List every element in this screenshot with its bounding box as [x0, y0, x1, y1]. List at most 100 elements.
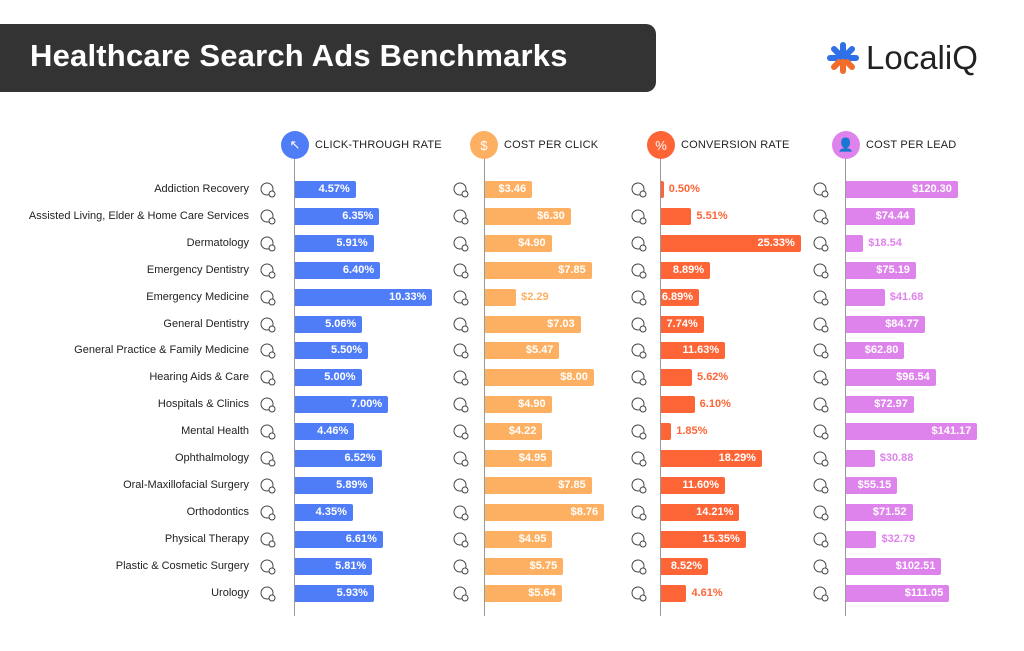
bar-cpl [846, 342, 905, 360]
user-dollar-icon: 👤 [832, 131, 860, 159]
value-label-ctr: 5.06% [325, 317, 357, 330]
bar-cpl [846, 288, 885, 306]
category-label: Hospitals & Clinics [157, 398, 249, 411]
value-label-cpl: $96.54 [896, 371, 930, 384]
kidney-icon [630, 585, 648, 603]
bar-cpl [846, 315, 925, 333]
value-label-ctr: 5.93% [336, 586, 368, 599]
bar-cvr [661, 423, 672, 441]
eye-icon [259, 450, 277, 468]
face-icon [812, 235, 830, 253]
bar-cvr [661, 584, 687, 602]
axis-line [484, 159, 485, 616]
value-label-ctr: 4.35% [315, 505, 347, 518]
tooth-icon [452, 316, 470, 334]
heart-hand-icon [812, 342, 830, 360]
braces-icon [630, 504, 648, 522]
category-label: Physical Therapy [164, 532, 249, 545]
value-label-cpc: $7.03 [547, 317, 575, 330]
value-label-cpl: $41.68 [889, 290, 924, 303]
hospital-icon [452, 396, 470, 414]
value-label-cvr: 5.62% [697, 371, 729, 384]
care-hands-icon [812, 208, 830, 226]
value-label-cpc: $6.30 [537, 209, 565, 222]
scalpel-icon [452, 477, 470, 495]
bar-ctr [295, 261, 381, 279]
bar-cpl [846, 450, 875, 467]
syringe-icon [452, 181, 470, 199]
eye-icon [452, 450, 470, 468]
syringe-icon [812, 181, 830, 199]
percent-icon: % [647, 131, 675, 159]
pill-bottle-icon [812, 289, 830, 307]
bar-cpc [485, 288, 517, 306]
value-label-cpc: $8.00 [560, 371, 588, 384]
bar-ctr [295, 288, 433, 306]
bar-cpl [846, 261, 916, 279]
column-title: COST PER LEAD [866, 139, 957, 151]
category-label: Addiction Recovery [154, 183, 249, 195]
bar-ctr [295, 369, 362, 387]
bar-cpl [846, 503, 913, 521]
value-label-cpl: $30.88 [879, 452, 914, 464]
braces-icon [259, 504, 277, 522]
value-label-cvr: 18.29% [718, 452, 756, 464]
bar-cpc [485, 396, 552, 414]
bar-cvr [661, 396, 695, 414]
bar-ctr [295, 530, 383, 548]
value-label-ctr: 4.57% [318, 183, 350, 195]
bar-cpl [846, 369, 936, 387]
category-label: General Dentistry [163, 317, 249, 330]
bar-cpl [846, 476, 898, 494]
bar-cpc [485, 181, 533, 198]
bar-cpl [846, 557, 942, 575]
heart-hand-icon [259, 342, 277, 360]
value-label-ctr: 6.52% [344, 452, 376, 464]
ear-icon [630, 369, 648, 387]
value-label-ctr: 5.91% [336, 236, 368, 249]
tooth-cross-icon [630, 262, 648, 280]
value-label-cpc: $4.95 [518, 452, 547, 464]
syringe-icon [630, 181, 648, 199]
category-label: Orthodontics [186, 505, 249, 518]
category-label: Ophthalmology [175, 452, 249, 464]
ear-icon [259, 369, 277, 387]
value-label-cvr: 14.21% [696, 505, 734, 518]
tooth-icon [630, 316, 648, 334]
value-label-cvr: 8.52% [670, 559, 703, 572]
bar-ctr [295, 234, 374, 252]
bar-ctr [295, 315, 363, 333]
bar-cpc [485, 423, 543, 441]
value-label-cpc: $4.95 [518, 532, 547, 545]
value-label-cpl: $18.54 [868, 236, 902, 249]
localiq-star-icon [827, 42, 859, 74]
braces-icon [812, 504, 830, 522]
bar-cpl [846, 181, 958, 198]
bar-cvr [661, 207, 692, 225]
column-header-cpc: $ COST PER CLICK [470, 131, 598, 159]
axis-line [845, 159, 846, 616]
column-title: CLICK-THROUGH RATE [315, 139, 442, 151]
head-heart-icon [259, 423, 277, 441]
syringe-icon [452, 558, 470, 576]
bar-cpc [485, 315, 581, 333]
axis-line [660, 159, 661, 616]
tooth-icon [812, 316, 830, 334]
bar-cpl [846, 396, 914, 414]
category-label: Plastic & Cosmetic Surgery [115, 559, 249, 572]
value-label-cvr: 4.61% [691, 586, 723, 599]
arm-icon [259, 531, 277, 549]
value-label-cpl: $84.77 [885, 317, 919, 330]
hospital-icon [630, 396, 648, 414]
column-header-cpl: 👤 COST PER LEAD [832, 131, 956, 159]
bar-cvr [661, 342, 726, 360]
heart-hand-icon [452, 342, 470, 360]
column-title: CONVERSION RATE [681, 139, 790, 151]
bar-cpc [485, 207, 571, 225]
axis-line [294, 159, 295, 616]
value-label-cpl: $72.97 [874, 398, 908, 411]
value-label-cvr: 6.10% [699, 398, 731, 411]
bar-cpl [846, 207, 916, 225]
value-label-cvr: 1.85% [676, 425, 708, 438]
arm-icon [452, 531, 470, 549]
